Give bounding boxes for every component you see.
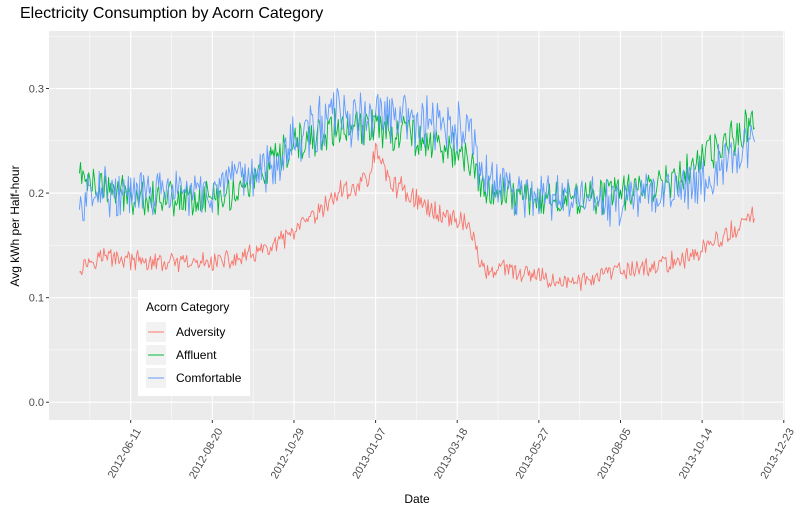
y-tick-label: 0.3 bbox=[29, 84, 44, 96]
x-axis-title: Date bbox=[404, 492, 430, 506]
series-line-adversity bbox=[79, 142, 756, 292]
legend: Acorn Category Adversity Affluent Comforta… bbox=[138, 290, 250, 396]
series-line-affluent bbox=[78, 108, 755, 217]
legend-label-affluent: Affluent bbox=[176, 348, 217, 362]
x-tick-label: 2013-03-18 bbox=[432, 426, 471, 481]
x-tick-label: 2013-05-27 bbox=[514, 426, 553, 481]
legend-title: Acorn Category bbox=[146, 300, 229, 314]
x-tick-label: 2013-10-14 bbox=[677, 426, 716, 481]
series-line-comfortable bbox=[78, 88, 756, 227]
y-tick-label: 0.0 bbox=[29, 397, 44, 409]
y-tick-label: 0.2 bbox=[29, 188, 44, 200]
legend-label-comfortable: Comfortable bbox=[176, 371, 242, 385]
x-tick-label: 2013-01-07 bbox=[350, 426, 389, 481]
chart-title: Electricity Consumption by Acorn Categor… bbox=[20, 5, 324, 22]
x-tick-label: 2013-12-23 bbox=[759, 426, 794, 481]
legend-items: Adversity Affluent Comfortable bbox=[146, 322, 242, 388]
legend-label-adversity: Adversity bbox=[176, 325, 225, 339]
series-lines bbox=[78, 88, 756, 292]
minor-gridlines bbox=[49, 31, 785, 420]
x-tick-label: 2013-08-05 bbox=[595, 426, 634, 481]
x-tick-label: 2012-10-29 bbox=[269, 426, 308, 481]
y-axis-title: Avg kWh per Half-hour bbox=[8, 165, 22, 286]
x-tick-label: 2012-08-20 bbox=[187, 426, 226, 481]
y-tick-label: 0.1 bbox=[29, 293, 44, 305]
x-tick-label: 2012-06-11 bbox=[106, 426, 144, 480]
y-axis: 0.0 0.1 0.2 0.3 bbox=[29, 84, 49, 409]
x-axis: 2012-06-11 2012-08-20 2012-10-29 2013-01-07… bbox=[106, 420, 794, 481]
